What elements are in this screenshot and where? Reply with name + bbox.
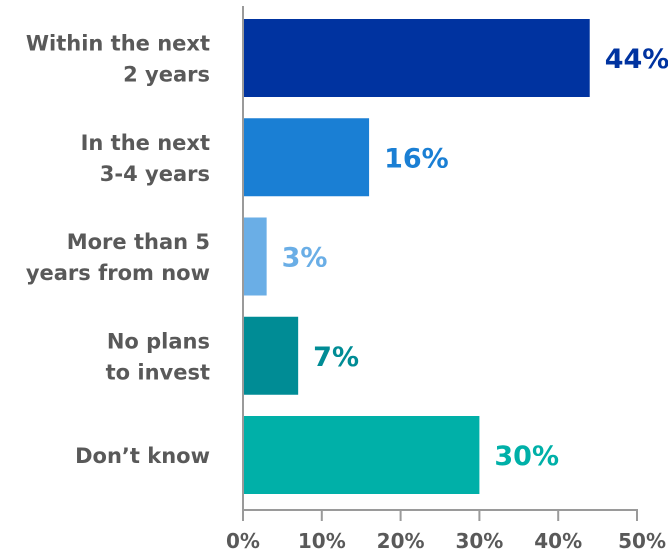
x-tick-label-1: 0% — [226, 529, 260, 553]
x-tick-label-5: 40% — [534, 529, 582, 553]
category-label-3-line-2: years from now — [26, 261, 210, 285]
category-label-4-line-2: to invest — [106, 360, 210, 384]
category-label-4-line-1: No plans — [107, 329, 210, 353]
category-label-1-line-2: 2 years — [123, 63, 210, 87]
category-label-1-line-1: Within the next — [26, 32, 210, 56]
x-tick-label-6: 50% — [618, 529, 666, 553]
category-label-2-line-1: In the next — [81, 131, 210, 155]
data-label-2: 16% — [384, 143, 449, 174]
x-tick-label-4: 30% — [455, 529, 503, 553]
data-label-3: 3% — [282, 243, 328, 274]
category-label-3-line-1: More than 5 — [67, 230, 210, 254]
bar-3 — [243, 217, 267, 296]
bar-4 — [243, 316, 299, 395]
category-labels: Within the next 2 years In the next 3-4 yea… — [26, 32, 210, 469]
data-labels: 44% 16% 3% 7% 30% — [282, 44, 668, 472]
bar-1 — [243, 19, 590, 97]
data-label-1: 44% — [605, 44, 668, 75]
bar-5 — [243, 416, 480, 494]
x-axis-ticks: 0% 10% 20% 30% 40% 50% — [226, 510, 666, 553]
data-label-4: 7% — [313, 342, 359, 373]
data-label-5: 30% — [494, 441, 559, 472]
category-label-2-line-2: 3-4 years — [100, 162, 210, 186]
category-label-5-line-1: Don’t know — [75, 444, 210, 468]
bars-group — [243, 19, 590, 494]
x-tick-label-3: 20% — [377, 529, 425, 553]
x-tick-label-2: 10% — [298, 529, 346, 553]
bar-2 — [243, 118, 370, 197]
